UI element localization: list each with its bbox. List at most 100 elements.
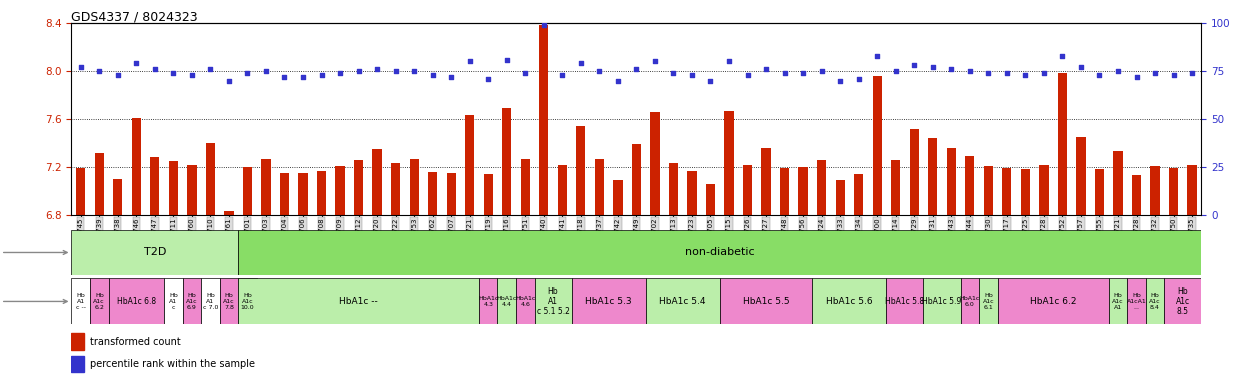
Point — [237, 70, 257, 76]
Bar — [1150, 166, 1160, 215]
Point — [608, 78, 628, 84]
Bar — [961, 278, 979, 324]
Bar — [238, 230, 1201, 275]
Bar — [539, 25, 548, 215]
Bar — [594, 159, 604, 215]
Text: non-diabetic: non-diabetic — [685, 247, 755, 258]
Bar — [632, 144, 641, 215]
Bar — [706, 184, 715, 215]
Bar — [354, 160, 364, 215]
Point — [923, 64, 943, 70]
Bar — [71, 356, 84, 372]
Bar — [391, 164, 400, 215]
Point — [756, 66, 776, 72]
Point — [811, 68, 831, 74]
Text: HbA1c 5.4: HbA1c 5.4 — [660, 297, 706, 306]
Bar — [164, 278, 183, 324]
Text: Hb
A1c
6.9: Hb A1c 6.9 — [186, 293, 198, 310]
Bar — [94, 152, 104, 215]
Point — [645, 58, 665, 65]
Bar — [150, 157, 159, 215]
Point — [1126, 74, 1146, 80]
Bar — [71, 230, 238, 275]
Text: GDS4337 / 8024323: GDS4337 / 8024323 — [71, 10, 198, 23]
Text: HbA1c 5.3: HbA1c 5.3 — [586, 297, 632, 306]
Text: HbA1c
4.6: HbA1c 4.6 — [515, 296, 535, 307]
Point — [737, 72, 757, 78]
Bar — [799, 167, 808, 215]
Bar — [1109, 278, 1127, 324]
Bar — [298, 173, 307, 215]
Point — [682, 72, 702, 78]
Point — [367, 66, 387, 72]
Bar — [261, 159, 271, 215]
Point — [997, 70, 1017, 76]
Bar — [576, 126, 586, 215]
Point — [830, 78, 850, 84]
Point — [589, 68, 609, 74]
Point — [1052, 53, 1072, 59]
Text: HbA1c 5.5: HbA1c 5.5 — [742, 297, 789, 306]
Point — [1145, 70, 1165, 76]
Bar — [534, 278, 572, 324]
Bar — [317, 170, 326, 215]
Point — [1090, 72, 1110, 78]
Point — [1016, 72, 1036, 78]
Text: HbA1c 6.2: HbA1c 6.2 — [1030, 297, 1076, 306]
Text: HbA1c
4.3: HbA1c 4.3 — [478, 296, 498, 307]
Point — [70, 64, 90, 70]
Bar — [966, 156, 974, 215]
Bar — [238, 278, 257, 324]
Text: Hb
A1c
7.8: Hb A1c 7.8 — [223, 293, 234, 310]
Bar — [1002, 168, 1012, 215]
Bar — [90, 278, 109, 324]
Bar — [909, 129, 919, 215]
Bar — [1076, 137, 1086, 215]
Bar — [446, 173, 455, 215]
Text: Hb
A1
c 5.1 5.2: Hb A1 c 5.1 5.2 — [537, 286, 569, 316]
Text: HbA1c 5.8: HbA1c 5.8 — [885, 297, 924, 306]
Point — [868, 53, 888, 59]
Bar — [1114, 151, 1122, 215]
Bar — [761, 148, 771, 215]
Point — [423, 72, 443, 78]
Point — [626, 66, 646, 72]
Text: Hb
A1c
8.4: Hb A1c 8.4 — [1149, 293, 1161, 310]
Point — [515, 70, 535, 76]
Point — [497, 56, 517, 63]
Point — [201, 66, 221, 72]
Text: T2D: T2D — [144, 247, 166, 258]
Bar — [479, 278, 498, 324]
Bar — [1021, 169, 1030, 215]
Text: HbA1c
6.0: HbA1c 6.0 — [959, 296, 979, 307]
Bar — [238, 278, 479, 324]
Bar — [725, 111, 734, 215]
Bar — [613, 180, 622, 215]
Point — [256, 68, 276, 74]
Bar — [109, 278, 164, 324]
Bar — [187, 165, 197, 215]
Bar — [280, 173, 290, 215]
Bar — [76, 168, 85, 215]
Text: HbA1c 6.8: HbA1c 6.8 — [117, 297, 155, 306]
Bar — [243, 167, 252, 215]
Point — [1164, 72, 1184, 78]
Point — [1033, 70, 1053, 76]
Point — [182, 72, 202, 78]
Bar — [646, 278, 720, 324]
Text: Hb
A1c
6.2: Hb A1c 6.2 — [94, 293, 105, 310]
Bar — [892, 160, 900, 215]
Bar — [928, 138, 938, 215]
Point — [89, 68, 109, 74]
Bar — [1188, 165, 1196, 215]
Point — [330, 70, 350, 76]
Bar — [558, 165, 567, 215]
Point — [701, 78, 721, 84]
Bar — [71, 278, 90, 324]
Text: Hb
A1cA1
...: Hb A1cA1 ... — [1126, 293, 1146, 310]
Bar — [132, 118, 140, 215]
Bar — [835, 180, 845, 215]
Bar — [169, 161, 178, 215]
Bar — [428, 172, 438, 215]
Point — [293, 74, 314, 80]
